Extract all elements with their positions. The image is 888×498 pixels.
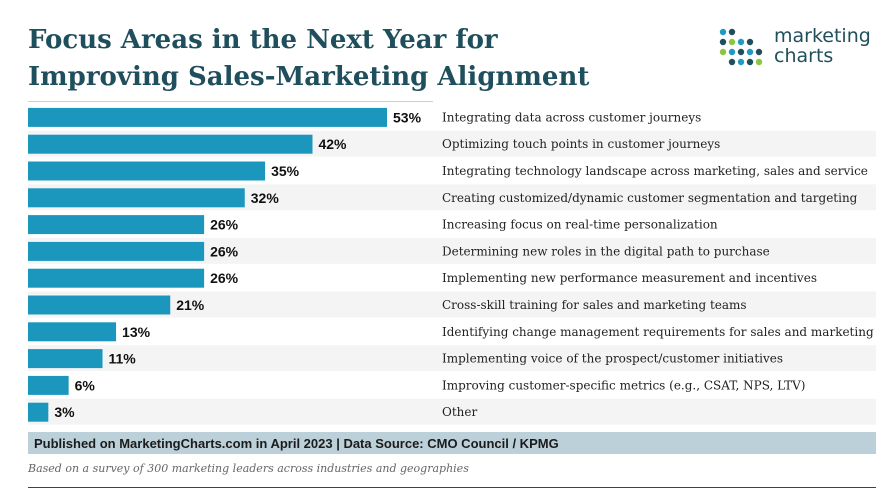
row-band [28,372,876,398]
category-label: Creating customized/dynamic customer seg… [442,191,858,205]
footer-band: Published on MarketingCharts.com in Apri… [28,432,876,454]
logo-dot [728,38,736,46]
marketingcharts-logo: marketing charts [718,26,878,72]
bar [28,241,205,261]
bar [28,375,69,395]
logo-dot [728,48,736,56]
footer-note: Based on a survey of 300 marketing leade… [28,462,469,475]
logo-dot [719,28,727,36]
title-divider [28,101,433,102]
value-label: 26% [210,270,239,286]
category-label: Cross-skill training for sales and marke… [442,298,747,312]
bar [28,322,117,342]
value-label: 42% [318,136,347,152]
value-label: 53% [393,109,422,125]
title-line-2: Improving Sales-Marketing Alignment [28,62,590,92]
value-label: 32% [251,190,280,206]
row-band [28,398,876,425]
bar [28,188,245,208]
logo-text: marketing charts [774,26,871,66]
category-label: Improving customer-specific metrics (e.g… [442,378,805,392]
bar [28,215,205,235]
value-label: 26% [210,243,239,259]
category-label: Other [442,405,477,419]
row-band [28,318,876,345]
value-label: 11% [109,351,137,367]
title-line-1: Focus Areas in the Next Year for [28,25,498,55]
category-label: Determining new roles in the digital pat… [442,244,770,258]
bar [28,134,313,154]
category-label: Increasing focus on real-time personaliz… [442,218,718,232]
chart-title: Focus Areas in the Next Year for Improvi… [28,22,668,96]
category-label: Integrating technology landscape across … [442,164,868,178]
value-label: 6% [75,377,96,393]
logo-dot [746,38,754,46]
category-label: Implementing voice of the prospect/custo… [442,352,783,366]
logo-dot [728,28,736,36]
bar [28,161,266,181]
logo-dot [746,58,754,66]
category-label: Identifying change management requiremen… [442,325,874,339]
value-label: 3% [54,404,75,420]
logo-dot [737,48,745,56]
footer-published: Published on MarketingCharts.com in Apri… [34,436,559,451]
logo-dots-icon [719,28,763,66]
bar [28,107,387,127]
bottom-divider [28,487,876,488]
row-band [28,345,876,371]
value-label: 35% [271,163,300,179]
logo-dot [746,48,754,56]
category-label: Implementing new performance measurement… [442,271,817,285]
logo-dot [755,58,763,66]
logo-text-line-2: charts [774,45,834,67]
bar [28,295,171,315]
logo-text-line-1: marketing [774,25,871,47]
bar [28,349,103,369]
bar [28,268,205,288]
category-label: Optimizing touch points in customer jour… [442,137,720,151]
value-label: 26% [210,217,239,233]
logo-dot [737,38,745,46]
logo-dot [719,38,727,46]
category-label: Integrating data across customer journey… [442,110,701,124]
bar-chart: 53% Integrating data across customer jour… [28,107,876,425]
value-label: 21% [176,297,205,313]
logo-dot [755,48,763,56]
logo-dot [728,58,736,66]
logo-dot [737,58,745,66]
logo-dot [719,48,727,56]
bar [28,402,49,422]
value-label: 13% [122,324,151,340]
